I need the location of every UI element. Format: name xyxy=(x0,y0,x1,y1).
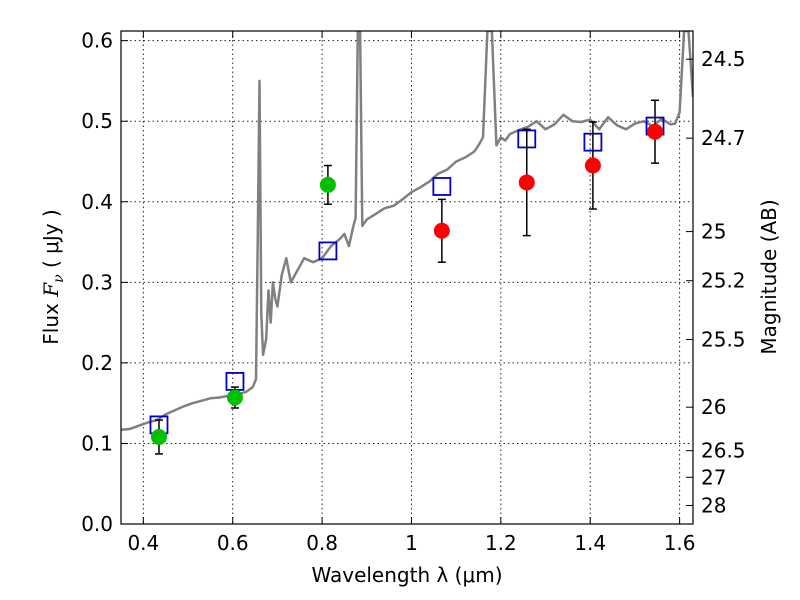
model-spectrum-line xyxy=(121,31,693,432)
nir-data-point xyxy=(647,123,664,140)
optical-data-point xyxy=(319,176,336,193)
optical-data-point xyxy=(226,389,243,406)
model-photometry-square xyxy=(432,177,452,196)
x-tick-label: 1.4 xyxy=(574,531,606,555)
nir-data-point xyxy=(584,157,601,174)
magnitude-tick-label: 26 xyxy=(701,395,726,419)
x-tick-label: 0.6 xyxy=(217,531,249,555)
magnitude-tick-label: 25.5 xyxy=(701,328,746,352)
y-axis-label: Flux Fν ( μJy ) xyxy=(39,209,67,344)
y-tick-label: 0.5 xyxy=(81,109,113,133)
magnitude-tick-label: 24.7 xyxy=(701,126,746,150)
x-tick-label: 0.8 xyxy=(306,531,338,555)
nir-data-point xyxy=(433,222,450,239)
tick-labels: 0.4 0.6 0.8 1 1.2 1.4 1.6 0.0 0.1 0.2 0.3 0.4 0.5 0.6… xyxy=(81,29,745,555)
x-tick-label: 1.2 xyxy=(485,531,517,555)
y-tick-label: 0.1 xyxy=(81,431,113,455)
y-tick-label: 0.3 xyxy=(81,270,113,294)
x-tick-label: 1 xyxy=(405,531,418,555)
x-axis-label: Wavelength λ (μm) xyxy=(311,563,502,587)
y-tick-label: 0.0 xyxy=(81,512,113,536)
magnitude-axis-label: Magnitude (AB) xyxy=(757,199,781,354)
magnitude-tick-label: 24.5 xyxy=(701,47,746,71)
magnitude-tick-label: 25.2 xyxy=(701,269,746,293)
magnitude-tick-label: 27 xyxy=(701,465,726,489)
optical-data-point xyxy=(150,429,167,445)
magnitude-tick-label: 28 xyxy=(701,493,726,517)
y-tick-label: 0.2 xyxy=(81,351,113,375)
axis-ticks xyxy=(121,31,693,525)
x-tick-label: 1.6 xyxy=(664,531,696,555)
x-tick-label: 0.4 xyxy=(127,531,159,555)
magnitude-tick-label: 26.5 xyxy=(701,439,746,463)
y-tick-label: 0.6 xyxy=(81,29,113,53)
nir-data-point xyxy=(518,174,535,191)
plot-frame xyxy=(120,30,694,525)
y-tick-label: 0.4 xyxy=(81,190,113,214)
plot-area xyxy=(121,31,693,455)
model-photometry-square xyxy=(318,241,338,261)
magnitude-tick-label: 25 xyxy=(701,220,726,244)
grid xyxy=(121,31,693,525)
